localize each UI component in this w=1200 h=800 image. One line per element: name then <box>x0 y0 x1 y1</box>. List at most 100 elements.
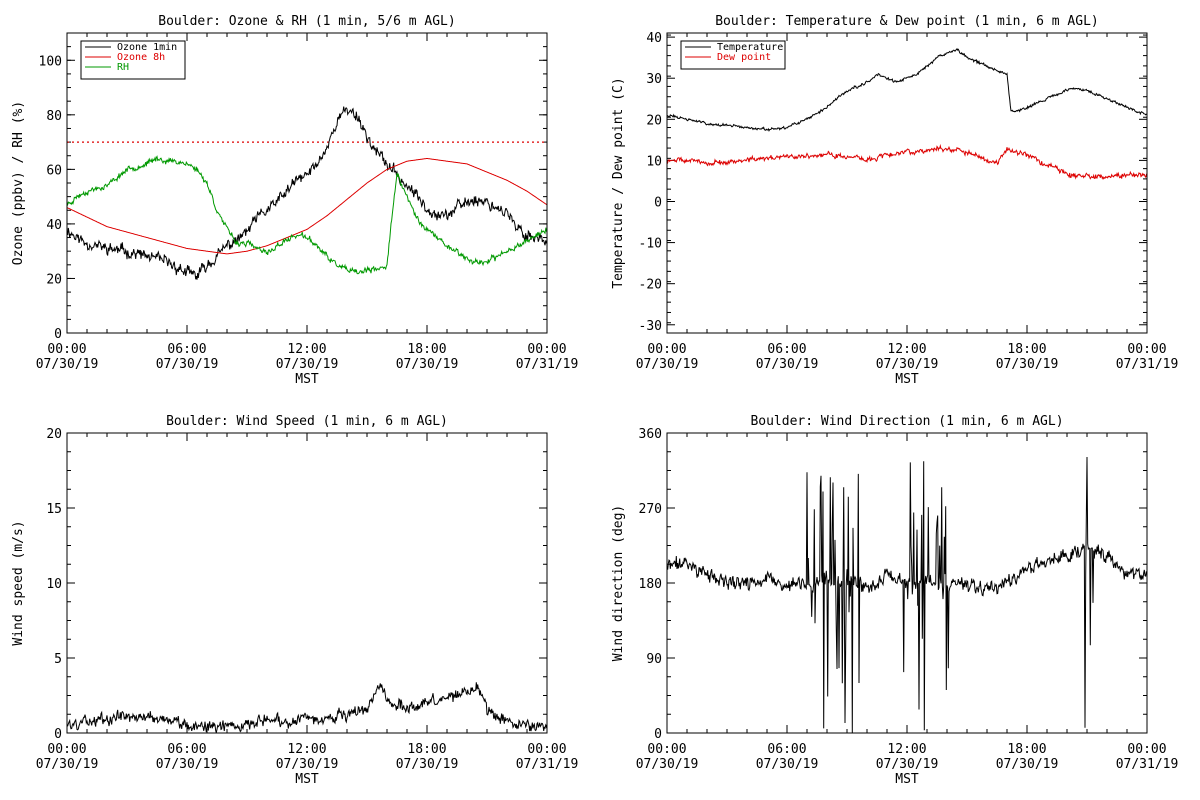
chart-wind-speed: Boulder: Wind Speed (1 min, 6 m AGL) 0 5 10… <box>11 414 578 787</box>
x-tick-label: 06:00 <box>767 342 806 357</box>
series-line <box>67 158 547 255</box>
x-tick-label: 00:00 <box>47 342 86 357</box>
x-date-label: 07/30/19 <box>396 757 459 772</box>
y-tick-label: 40 <box>646 31 662 46</box>
x-date-label: 07/31/19 <box>1116 757 1179 772</box>
y-tick-label: 90 <box>646 652 662 667</box>
chart-ozone: Boulder: Ozone & RH (1 min, 5/6 m AGL) 0 2… <box>11 14 578 387</box>
series-line <box>67 106 547 280</box>
y-tick-label: 10 <box>46 577 62 592</box>
plot-frame <box>666 32 1148 334</box>
series-line <box>67 155 547 275</box>
x-tick-label: 12:00 <box>287 342 326 357</box>
legend-label: Ozone 8h <box>117 52 165 63</box>
y-tick-label: 0 <box>54 727 62 742</box>
x-tick-label: 18:00 <box>407 342 446 357</box>
y-tick-label: 180 <box>639 577 662 592</box>
y-tick-label: -30 <box>639 319 662 334</box>
legend-label: RH <box>117 62 129 73</box>
y-axis-label: Ozone (ppbv) / RH (%) <box>11 101 26 265</box>
y-tick-label: 20 <box>646 113 662 128</box>
chart-title: Boulder: Ozone & RH (1 min, 5/6 m AGL) <box>158 14 455 29</box>
x-date-label: 07/30/19 <box>756 357 819 372</box>
x-date-label: 07/30/19 <box>876 757 939 772</box>
x-date-label: 07/30/19 <box>996 357 1059 372</box>
x-tick-label: 06:00 <box>167 342 206 357</box>
x-tick-label: 12:00 <box>287 742 326 757</box>
plot-area <box>667 47 1147 180</box>
chart-title: Boulder: Wind Direction (1 min, 6 m AGL) <box>750 414 1063 429</box>
y-axis-label: Temperature / Dew point (C) <box>611 77 626 288</box>
x-date-label: 07/30/19 <box>276 357 339 372</box>
x-axis-label: MST <box>895 772 919 787</box>
x-date-label: 07/31/19 <box>516 357 579 372</box>
x-date-label: 07/30/19 <box>396 357 459 372</box>
x-tick-label: 00:00 <box>647 742 686 757</box>
x-axis-label: MST <box>295 372 319 387</box>
y-tick-label: 80 <box>46 109 62 124</box>
x-tick-label: 00:00 <box>527 742 566 757</box>
x-tick-label: 12:00 <box>887 742 926 757</box>
plot-area <box>667 456 1147 733</box>
y-tick-label: -20 <box>639 278 662 293</box>
legend-box <box>680 40 786 70</box>
x-tick-label: 00:00 <box>647 342 686 357</box>
x-date-label: 07/30/19 <box>36 757 99 772</box>
x-date-label: 07/30/19 <box>636 757 699 772</box>
y-tick-label: 0 <box>654 727 662 742</box>
x-date-label: 07/30/19 <box>156 757 219 772</box>
legend-label: Dew point <box>717 52 771 63</box>
series-line <box>667 47 1147 132</box>
x-axis-label: MST <box>295 772 319 787</box>
y-tick-label: 0 <box>54 327 62 342</box>
x-tick-label: 18:00 <box>1007 742 1046 757</box>
y-tick-label: 5 <box>54 652 62 667</box>
plot-frame <box>66 32 548 334</box>
x-tick-label: 06:00 <box>167 742 206 757</box>
x-tick-label: 00:00 <box>47 742 86 757</box>
x-date-label: 07/30/19 <box>156 357 219 372</box>
y-axis-label: Wind direction (deg) <box>611 505 626 662</box>
plot-frame <box>666 432 1148 734</box>
chart-title: Boulder: Wind Speed (1 min, 6 m AGL) <box>166 414 448 429</box>
y-axis-label: Wind speed (m/s) <box>11 520 26 645</box>
chart-temperature: Boulder: Temperature & Dew point (1 min,… <box>611 14 1178 387</box>
x-tick-label: 06:00 <box>767 742 806 757</box>
chart-wind-direction: Boulder: Wind Direction (1 min, 6 m AGL)… <box>611 414 1178 787</box>
plot-area <box>67 106 547 280</box>
series-line <box>667 143 1147 180</box>
x-tick-label: 12:00 <box>887 342 926 357</box>
x-tick-label: 18:00 <box>407 742 446 757</box>
plot-area <box>67 682 547 733</box>
y-tick-label: 270 <box>639 502 662 517</box>
series-line <box>667 456 1147 733</box>
y-tick-label: 15 <box>46 502 62 517</box>
x-tick-label: 00:00 <box>1127 742 1166 757</box>
y-tick-label: 40 <box>46 218 62 233</box>
x-axis-label: MST <box>895 372 919 387</box>
x-date-label: 07/30/19 <box>876 357 939 372</box>
y-tick-label: 20 <box>46 272 62 287</box>
x-date-label: 07/30/19 <box>636 357 699 372</box>
x-date-label: 07/30/19 <box>996 757 1059 772</box>
x-date-label: 07/30/19 <box>756 757 819 772</box>
y-tick-label: 360 <box>639 427 662 442</box>
y-tick-label: -10 <box>639 237 662 252</box>
series-line <box>67 682 547 733</box>
x-tick-label: 00:00 <box>527 342 566 357</box>
x-tick-label: 18:00 <box>1007 342 1046 357</box>
x-date-label: 07/30/19 <box>36 357 99 372</box>
x-date-label: 07/31/19 <box>516 757 579 772</box>
y-tick-label: 30 <box>646 72 662 87</box>
y-tick-label: 0 <box>654 195 662 210</box>
y-tick-label: 20 <box>46 427 62 442</box>
x-date-label: 07/30/19 <box>276 757 339 772</box>
legend-label: Temperature <box>717 42 783 53</box>
y-tick-label: 100 <box>39 54 62 69</box>
x-tick-label: 00:00 <box>1127 342 1166 357</box>
legend-label: Ozone 1min <box>117 42 177 53</box>
plot-frame <box>66 432 548 734</box>
chart-title: Boulder: Temperature & Dew point (1 min,… <box>715 14 1099 29</box>
y-tick-label: 10 <box>646 154 662 169</box>
